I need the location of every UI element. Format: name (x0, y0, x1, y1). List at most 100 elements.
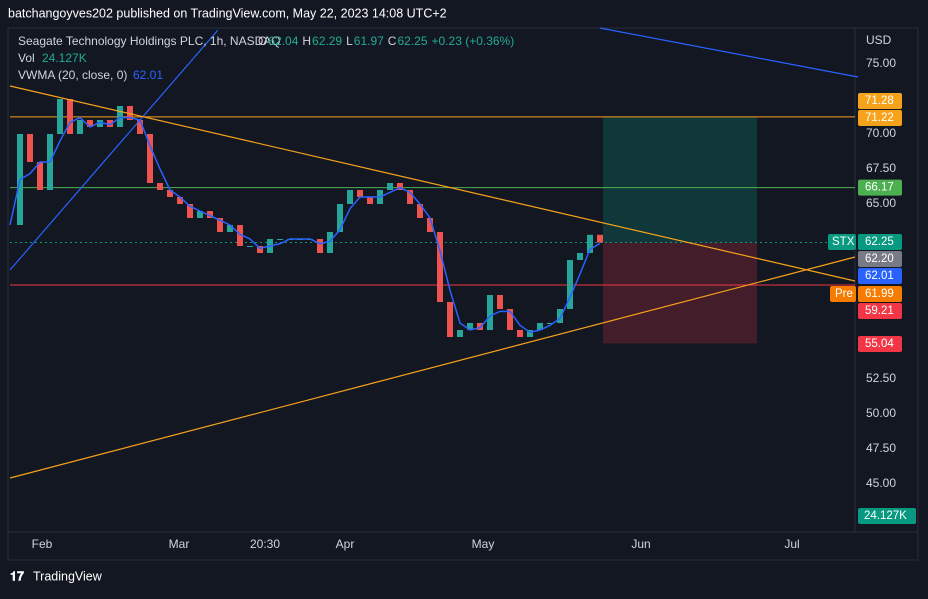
candle (517, 330, 523, 337)
time-tick-label: 20:30 (250, 537, 280, 551)
candle (497, 295, 503, 309)
price-tag: 71.28 (858, 93, 902, 109)
candle (387, 183, 393, 190)
price-tick-label: 52.50 (866, 371, 896, 385)
candle (167, 190, 173, 197)
candle (397, 183, 403, 190)
vwma-label: VWMA (20, close, 0) (18, 68, 127, 82)
time-tick-label: Jul (784, 537, 799, 551)
tag-bg (858, 93, 902, 109)
candle (127, 106, 133, 120)
candle (347, 190, 353, 204)
candle (367, 197, 373, 204)
tag-value: 71.28 (865, 95, 894, 107)
candle (457, 330, 463, 337)
legend: Seagate Technology Holdings PLC, 1h, NAS… (18, 34, 514, 82)
candle (137, 120, 143, 134)
candle (557, 309, 563, 323)
candle (317, 239, 323, 253)
trend-line (9, 29, 219, 271)
tag-name: STX (832, 236, 855, 248)
candle (277, 239, 283, 240)
candle (427, 218, 433, 232)
l: 61.97 (354, 34, 384, 48)
candle (177, 197, 183, 204)
header: batchangoyves202 published on TradingVie… (8, 6, 447, 20)
tag-value: 66.17 (865, 182, 894, 194)
price-tag: 55.04 (858, 336, 902, 352)
tag-bg (858, 303, 902, 319)
o_label: O (258, 34, 267, 48)
tag-value: 55.04 (865, 338, 894, 350)
candle (327, 232, 333, 253)
candle (567, 260, 573, 309)
candle (547, 323, 553, 324)
tag-value: 62.25 (865, 236, 894, 248)
price-tag: 62.01 (858, 268, 902, 284)
candle (437, 232, 443, 302)
time-tick-label: May (472, 537, 495, 551)
candle (67, 99, 73, 134)
candle (77, 120, 83, 134)
candle (477, 323, 483, 330)
tag-value: 61.99 (865, 288, 894, 300)
price-tick-label: 45.00 (866, 476, 896, 490)
candle (197, 211, 203, 218)
candle (217, 218, 223, 232)
price-tag: 71.22 (858, 110, 902, 126)
tag-bg (858, 336, 902, 352)
candle (227, 225, 233, 232)
candle (187, 204, 193, 218)
c: 62.25 (397, 34, 427, 48)
price-tick-label: 65.00 (866, 196, 896, 210)
tag-bg (858, 179, 902, 196)
price-tag: 61.99 Pre (830, 286, 902, 302)
profit-zone (603, 116, 757, 243)
candle (417, 204, 423, 218)
h: 62.29 (312, 34, 342, 48)
candle (487, 295, 493, 330)
candle (527, 330, 533, 337)
vwma-line (9, 116, 601, 334)
candle (577, 253, 583, 260)
tag-bg (858, 251, 902, 267)
price-tick-label: 50.00 (866, 406, 896, 420)
vol: 24.127K (42, 51, 87, 65)
tag-value: 71.22 (865, 112, 894, 124)
candle (57, 99, 63, 134)
candle (587, 234, 593, 253)
tag-bg (858, 110, 902, 126)
trend-line (599, 27, 859, 78)
time-tick-label: Apr (336, 537, 355, 551)
price-tag: 66.17 (858, 179, 902, 196)
price-tag: 59.21 (858, 303, 902, 319)
tag-name-bg (828, 234, 856, 250)
tag-bg (858, 234, 902, 250)
candle (157, 183, 163, 190)
candle (27, 134, 33, 162)
tag-name: Pre (835, 288, 853, 300)
l_label: L (346, 34, 353, 48)
h_label: H (302, 34, 311, 48)
candle (257, 246, 263, 253)
tag-bg (858, 286, 902, 302)
o: 62.04 (268, 34, 298, 48)
vol-label: Vol (18, 51, 35, 65)
volume-tag-bg (858, 508, 916, 524)
candle (37, 162, 43, 190)
loss-zone (603, 242, 757, 344)
time-tick-label: Jun (631, 537, 650, 551)
candle (337, 204, 343, 232)
currency: USD (866, 33, 892, 47)
candle (537, 323, 543, 330)
price-tag: 62.20 (858, 251, 902, 267)
tag-value: 62.01 (865, 270, 894, 282)
price-tag: 62.25 STX (828, 234, 902, 250)
candle (147, 134, 153, 183)
candle (87, 120, 93, 127)
price-tick-label: 47.50 (866, 441, 896, 455)
vwma: 62.01 (133, 68, 163, 82)
price-tick-label: 70.00 (866, 126, 896, 140)
